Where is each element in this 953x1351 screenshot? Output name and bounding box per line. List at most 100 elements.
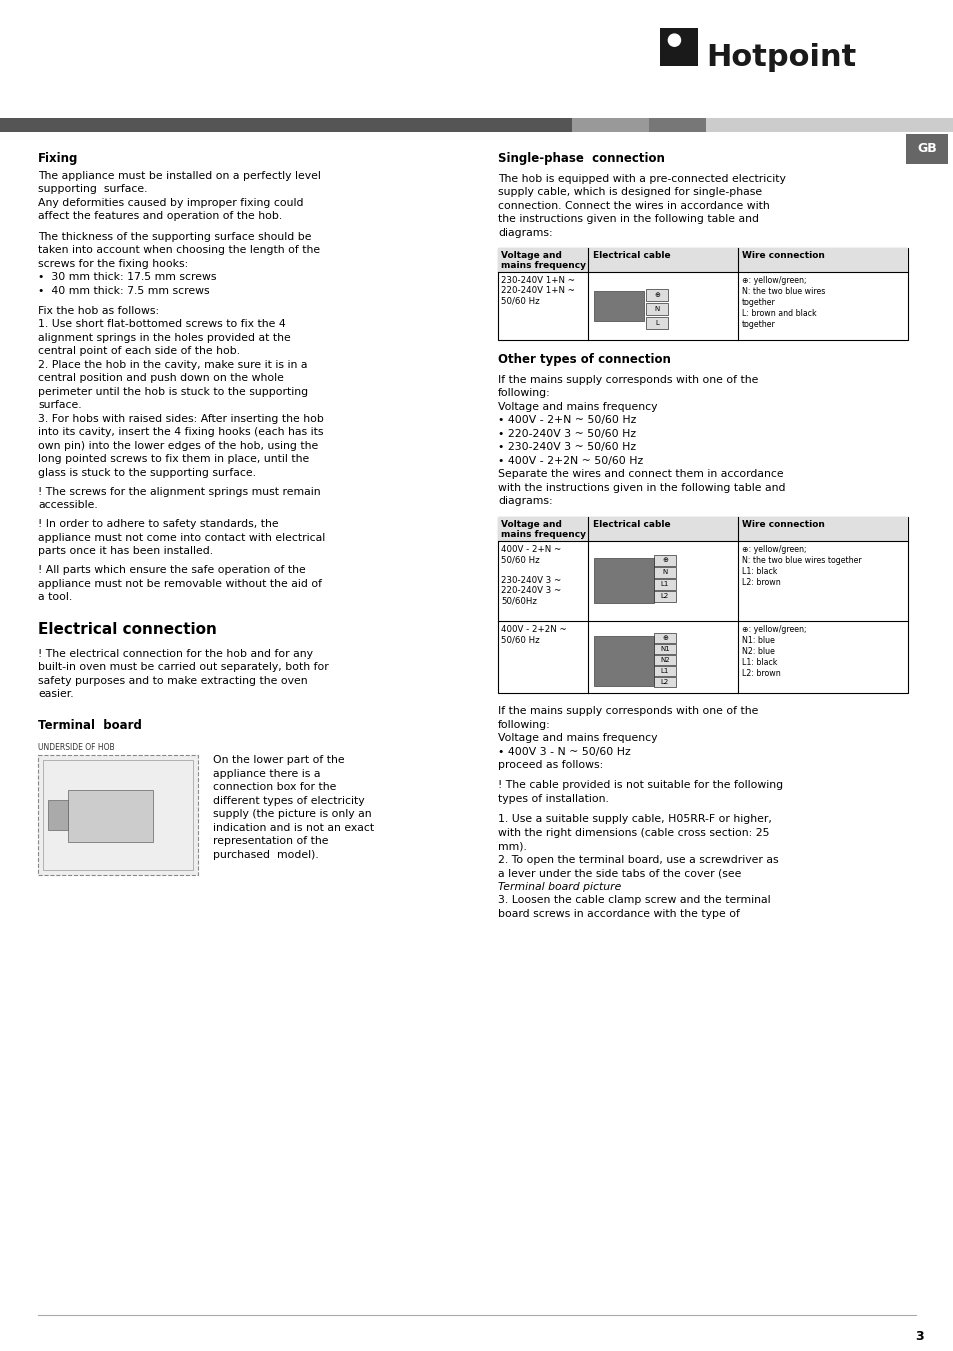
Text: Terminal  board: Terminal board bbox=[38, 719, 142, 732]
Text: N1: blue: N1: blue bbox=[741, 636, 774, 644]
Text: ! The cable provided is not suitable for the following: ! The cable provided is not suitable for… bbox=[497, 781, 782, 790]
Text: • 400V - 2+N ~ 50/60 Hz: • 400V - 2+N ~ 50/60 Hz bbox=[497, 416, 636, 426]
Text: appliance must not come into contact with electrical: appliance must not come into contact wit… bbox=[38, 532, 325, 543]
Text: ! The screws for the alignment springs must remain: ! The screws for the alignment springs m… bbox=[38, 486, 320, 497]
Text: built-in oven must be carried out separately, both for: built-in oven must be carried out separa… bbox=[38, 662, 329, 673]
Text: board screws in accordance with the type of: board screws in accordance with the type… bbox=[497, 909, 740, 919]
Bar bbox=[654, 555, 676, 566]
Bar bbox=[654, 643, 676, 654]
Text: central point of each side of the hob.: central point of each side of the hob. bbox=[38, 346, 240, 357]
Bar bbox=[654, 590, 676, 601]
Bar bbox=[594, 290, 643, 320]
Text: Wire connection: Wire connection bbox=[741, 251, 824, 259]
Bar bbox=[645, 303, 667, 315]
Text: together: together bbox=[741, 320, 775, 328]
Text: GB: GB bbox=[916, 142, 936, 155]
Text: On the lower part of the: On the lower part of the bbox=[213, 755, 344, 766]
Text: 3. Loosen the cable clamp screw and the terminal: 3. Loosen the cable clamp screw and the … bbox=[497, 896, 770, 905]
Text: purchased  model).: purchased model). bbox=[213, 850, 318, 861]
Text: own pin) into the lower edges of the hob, using the: own pin) into the lower edges of the hob… bbox=[38, 440, 318, 451]
Text: L2: brown: L2: brown bbox=[741, 578, 780, 586]
Text: indication and is not an exact: indication and is not an exact bbox=[213, 823, 374, 834]
Text: supply cable, which is designed for single-phase: supply cable, which is designed for sing… bbox=[497, 186, 761, 197]
Text: ⊕: ⊕ bbox=[654, 292, 659, 297]
Text: appliance must not be removable without the aid of: appliance must not be removable without … bbox=[38, 578, 322, 589]
Text: parts once it has been installed.: parts once it has been installed. bbox=[38, 546, 213, 557]
Text: different types of electricity: different types of electricity bbox=[213, 796, 364, 807]
Text: Voltage and
mains frequency: Voltage and mains frequency bbox=[500, 251, 585, 270]
Text: Single-phase  connection: Single-phase connection bbox=[497, 153, 664, 165]
Text: safety purposes and to make extracting the oven: safety purposes and to make extracting t… bbox=[38, 676, 307, 686]
Bar bbox=[68, 790, 152, 843]
Bar bbox=[594, 558, 654, 603]
Text: N: the two blue wires: N: the two blue wires bbox=[741, 286, 824, 296]
Text: N: N bbox=[661, 569, 667, 576]
Bar bbox=[645, 317, 667, 328]
Bar bbox=[654, 566, 676, 578]
Text: L1: black: L1: black bbox=[741, 658, 777, 666]
Text: Any deformities caused by improper fixing could: Any deformities caused by improper fixin… bbox=[38, 197, 303, 208]
Text: L1: L1 bbox=[660, 667, 668, 674]
Text: 400V - 2+N ~
50/60 Hz

230-240V 3 ~
220-240V 3 ~
50/60Hz: 400V - 2+N ~ 50/60 Hz 230-240V 3 ~ 220-2… bbox=[500, 544, 560, 605]
Text: accessible.: accessible. bbox=[38, 500, 97, 511]
Text: L: L bbox=[655, 320, 659, 326]
Text: • 230-240V 3 ~ 50/60 Hz: • 230-240V 3 ~ 50/60 Hz bbox=[497, 442, 636, 453]
Bar bbox=[654, 632, 676, 643]
Text: a tool.: a tool. bbox=[38, 592, 72, 603]
Text: • 220-240V 3 ~ 50/60 Hz: • 220-240V 3 ~ 50/60 Hz bbox=[497, 430, 636, 439]
Bar bbox=[654, 666, 676, 676]
Text: L1: black: L1: black bbox=[741, 566, 777, 576]
Text: proceed as follows:: proceed as follows: bbox=[497, 761, 602, 770]
Text: Voltage and mains frequency: Voltage and mains frequency bbox=[497, 734, 657, 743]
Text: • 400V - 2+2N ~ 50/60 Hz: • 400V - 2+2N ~ 50/60 Hz bbox=[497, 455, 642, 466]
Text: N: N bbox=[654, 305, 659, 312]
Text: supply (the picture is only an: supply (the picture is only an bbox=[213, 809, 372, 820]
Text: Other types of connection: Other types of connection bbox=[497, 354, 670, 366]
Text: ⊕: yellow/green;: ⊕: yellow/green; bbox=[741, 276, 805, 285]
Text: together: together bbox=[741, 297, 775, 307]
Bar bbox=[38, 755, 198, 875]
Text: N2: blue: N2: blue bbox=[741, 647, 774, 655]
Text: Electrical cable: Electrical cable bbox=[593, 520, 670, 528]
Text: N: the two blue wires together: N: the two blue wires together bbox=[741, 555, 861, 565]
Text: mm).: mm). bbox=[497, 842, 526, 851]
Text: a lever under the side tabs of the cover (see: a lever under the side tabs of the cover… bbox=[497, 869, 740, 878]
Text: ⊕: yellow/green;: ⊕: yellow/green; bbox=[741, 624, 805, 634]
Text: •  30 mm thick: 17.5 mm screws: • 30 mm thick: 17.5 mm screws bbox=[38, 272, 216, 282]
Bar bbox=[497, 516, 907, 693]
Bar bbox=[654, 655, 676, 665]
Text: Separate the wires and connect them in accordance: Separate the wires and connect them in a… bbox=[497, 469, 782, 480]
Text: ! In order to adhere to safety standards, the: ! In order to adhere to safety standards… bbox=[38, 519, 278, 530]
Text: Voltage and mains frequency: Voltage and mains frequency bbox=[497, 403, 657, 412]
Bar bbox=[705, 118, 953, 132]
Text: Wire connection: Wire connection bbox=[741, 520, 824, 528]
Text: Terminal board picture: Terminal board picture bbox=[497, 882, 620, 892]
Text: connection. Connect the wires in accordance with: connection. Connect the wires in accorda… bbox=[497, 200, 769, 211]
Text: into its cavity, insert the 4 fixing hooks (each has its: into its cavity, insert the 4 fixing hoo… bbox=[38, 427, 323, 438]
Text: 3: 3 bbox=[915, 1329, 923, 1343]
Text: If the mains supply corresponds with one of the: If the mains supply corresponds with one… bbox=[497, 376, 758, 385]
Circle shape bbox=[668, 34, 679, 46]
Bar bbox=[654, 677, 676, 686]
Text: perimeter until the hob is stuck to the supporting: perimeter until the hob is stuck to the … bbox=[38, 386, 308, 397]
Bar bbox=[648, 118, 705, 132]
Text: L2: L2 bbox=[660, 678, 668, 685]
Bar bbox=[572, 118, 648, 132]
Text: L1: L1 bbox=[660, 581, 668, 588]
Text: N1: N1 bbox=[659, 646, 669, 651]
Text: 1. Use a suitable supply cable, H05RR-F or higher,: 1. Use a suitable supply cable, H05RR-F … bbox=[497, 815, 771, 824]
Bar bbox=[645, 289, 667, 301]
Bar bbox=[594, 636, 654, 686]
Text: types of installation.: types of installation. bbox=[497, 794, 608, 804]
Text: Voltage and
mains frequency: Voltage and mains frequency bbox=[500, 520, 585, 539]
Text: long pointed screws to fix them in place, until the: long pointed screws to fix them in place… bbox=[38, 454, 309, 465]
Text: 230-240V 1+N ~
220-240V 1+N ~
50/60 Hz: 230-240V 1+N ~ 220-240V 1+N ~ 50/60 Hz bbox=[500, 276, 575, 305]
Text: ! All parts which ensure the safe operation of the: ! All parts which ensure the safe operat… bbox=[38, 565, 305, 576]
Text: ⊕: ⊕ bbox=[661, 635, 667, 640]
Text: affect the features and operation of the hob.: affect the features and operation of the… bbox=[38, 211, 282, 222]
Text: appliance there is a: appliance there is a bbox=[213, 769, 320, 780]
Text: surface.: surface. bbox=[38, 400, 82, 411]
Bar bbox=[497, 247, 907, 272]
Text: representation of the: representation of the bbox=[213, 836, 328, 847]
Text: ! The electrical connection for the hob and for any: ! The electrical connection for the hob … bbox=[38, 648, 313, 659]
